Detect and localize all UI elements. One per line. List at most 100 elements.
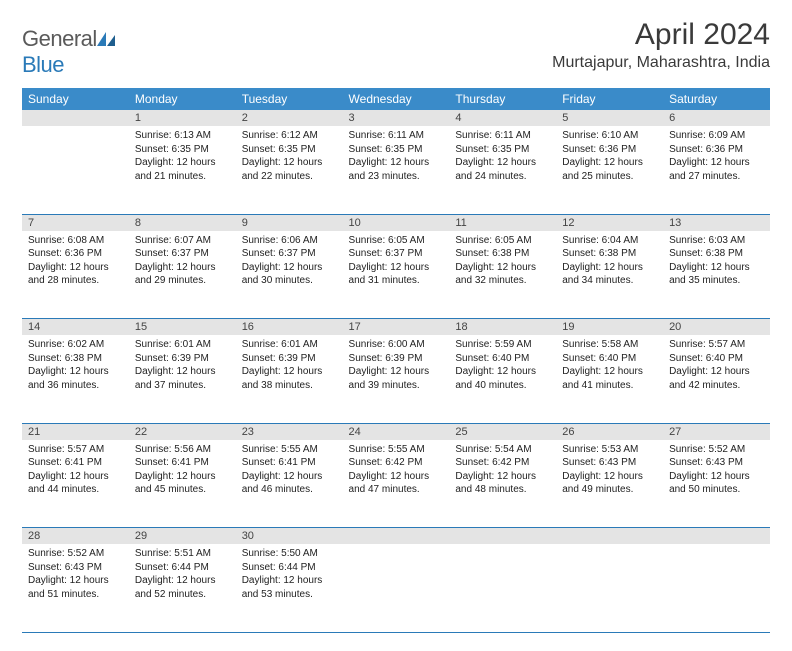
day-number: 3 <box>343 110 450 126</box>
week-row: Sunrise: 5:57 AMSunset: 6:41 PMDaylight:… <box>22 440 770 528</box>
day-cell: Sunrise: 6:01 AMSunset: 6:39 PMDaylight:… <box>236 335 343 423</box>
day-details: Sunrise: 6:10 AMSunset: 6:36 PMDaylight:… <box>556 126 663 189</box>
day-cell: Sunrise: 6:07 AMSunset: 6:37 PMDaylight:… <box>129 231 236 319</box>
day-cell <box>22 126 129 214</box>
day-header: Sunday <box>22 88 129 110</box>
day-cell <box>343 544 450 632</box>
day-cell: Sunrise: 6:06 AMSunset: 6:37 PMDaylight:… <box>236 231 343 319</box>
day-cell: Sunrise: 5:57 AMSunset: 6:40 PMDaylight:… <box>663 335 770 423</box>
day-header: Saturday <box>663 88 770 110</box>
day-cell <box>556 544 663 632</box>
day-number: 28 <box>22 528 129 545</box>
day-number: 1 <box>129 110 236 126</box>
day-number: 25 <box>449 423 556 440</box>
day-cell: Sunrise: 6:04 AMSunset: 6:38 PMDaylight:… <box>556 231 663 319</box>
day-header: Friday <box>556 88 663 110</box>
day-details: Sunrise: 6:09 AMSunset: 6:36 PMDaylight:… <box>663 126 770 189</box>
day-cell <box>449 544 556 632</box>
day-details: Sunrise: 5:50 AMSunset: 6:44 PMDaylight:… <box>236 544 343 607</box>
daynum-row: 78910111213 <box>22 214 770 231</box>
day-cell: Sunrise: 6:12 AMSunset: 6:35 PMDaylight:… <box>236 126 343 214</box>
day-details: Sunrise: 6:08 AMSunset: 6:36 PMDaylight:… <box>22 231 129 294</box>
day-details: Sunrise: 6:12 AMSunset: 6:35 PMDaylight:… <box>236 126 343 189</box>
day-header: Monday <box>129 88 236 110</box>
day-details: Sunrise: 5:52 AMSunset: 6:43 PMDaylight:… <box>663 440 770 503</box>
day-number: 11 <box>449 214 556 231</box>
week-row: Sunrise: 6:13 AMSunset: 6:35 PMDaylight:… <box>22 126 770 214</box>
week-row: Sunrise: 6:08 AMSunset: 6:36 PMDaylight:… <box>22 231 770 319</box>
day-number: 24 <box>343 423 450 440</box>
day-cell <box>663 544 770 632</box>
logo-text: GeneralBlue <box>22 26 115 78</box>
day-number: 6 <box>663 110 770 126</box>
day-details: Sunrise: 5:51 AMSunset: 6:44 PMDaylight:… <box>129 544 236 607</box>
day-cell: Sunrise: 6:01 AMSunset: 6:39 PMDaylight:… <box>129 335 236 423</box>
day-details: Sunrise: 6:02 AMSunset: 6:38 PMDaylight:… <box>22 335 129 398</box>
day-number <box>449 528 556 545</box>
logo-word-blue: Blue <box>22 52 64 77</box>
day-number: 26 <box>556 423 663 440</box>
location: Murtajapur, Maharashtra, India <box>552 54 770 72</box>
day-cell: Sunrise: 5:50 AMSunset: 6:44 PMDaylight:… <box>236 544 343 632</box>
day-number: 13 <box>663 214 770 231</box>
day-number: 20 <box>663 319 770 336</box>
day-number: 23 <box>236 423 343 440</box>
day-cell: Sunrise: 5:51 AMSunset: 6:44 PMDaylight:… <box>129 544 236 632</box>
day-details: Sunrise: 6:00 AMSunset: 6:39 PMDaylight:… <box>343 335 450 398</box>
title-block: April 2024 Murtajapur, Maharashtra, Indi… <box>552 18 770 72</box>
day-details: Sunrise: 6:04 AMSunset: 6:38 PMDaylight:… <box>556 231 663 294</box>
day-details: Sunrise: 5:56 AMSunset: 6:41 PMDaylight:… <box>129 440 236 503</box>
day-details: Sunrise: 5:57 AMSunset: 6:41 PMDaylight:… <box>22 440 129 503</box>
day-details: Sunrise: 6:11 AMSunset: 6:35 PMDaylight:… <box>343 126 450 189</box>
day-number: 21 <box>22 423 129 440</box>
day-details: Sunrise: 5:52 AMSunset: 6:43 PMDaylight:… <box>22 544 129 607</box>
day-number <box>343 528 450 545</box>
day-details: Sunrise: 5:55 AMSunset: 6:42 PMDaylight:… <box>343 440 450 503</box>
day-number: 15 <box>129 319 236 336</box>
day-cell: Sunrise: 5:55 AMSunset: 6:41 PMDaylight:… <box>236 440 343 528</box>
day-number: 5 <box>556 110 663 126</box>
day-header: Wednesday <box>343 88 450 110</box>
logo-sail-icon <box>97 26 115 40</box>
day-details: Sunrise: 5:53 AMSunset: 6:43 PMDaylight:… <box>556 440 663 503</box>
day-details: Sunrise: 5:55 AMSunset: 6:41 PMDaylight:… <box>236 440 343 503</box>
day-cell: Sunrise: 6:08 AMSunset: 6:36 PMDaylight:… <box>22 231 129 319</box>
daynum-row: 123456 <box>22 110 770 126</box>
day-number: 22 <box>129 423 236 440</box>
day-details: Sunrise: 6:11 AMSunset: 6:35 PMDaylight:… <box>449 126 556 189</box>
day-header-row: SundayMondayTuesdayWednesdayThursdayFrid… <box>22 88 770 110</box>
day-details: Sunrise: 5:59 AMSunset: 6:40 PMDaylight:… <box>449 335 556 398</box>
day-number: 19 <box>556 319 663 336</box>
day-number: 2 <box>236 110 343 126</box>
daynum-row: 282930 <box>22 528 770 545</box>
day-cell: Sunrise: 5:59 AMSunset: 6:40 PMDaylight:… <box>449 335 556 423</box>
day-number: 7 <box>22 214 129 231</box>
day-cell: Sunrise: 6:13 AMSunset: 6:35 PMDaylight:… <box>129 126 236 214</box>
day-details: Sunrise: 6:06 AMSunset: 6:37 PMDaylight:… <box>236 231 343 294</box>
header: GeneralBlue April 2024 Murtajapur, Mahar… <box>22 18 770 78</box>
week-row: Sunrise: 6:02 AMSunset: 6:38 PMDaylight:… <box>22 335 770 423</box>
day-number: 18 <box>449 319 556 336</box>
daynum-row: 14151617181920 <box>22 319 770 336</box>
day-cell: Sunrise: 5:52 AMSunset: 6:43 PMDaylight:… <box>663 440 770 528</box>
calendar-table: SundayMondayTuesdayWednesdayThursdayFrid… <box>22 88 770 633</box>
day-cell: Sunrise: 6:02 AMSunset: 6:38 PMDaylight:… <box>22 335 129 423</box>
day-number: 27 <box>663 423 770 440</box>
day-details: Sunrise: 6:03 AMSunset: 6:38 PMDaylight:… <box>663 231 770 294</box>
month-title: April 2024 <box>552 18 770 52</box>
day-cell: Sunrise: 5:57 AMSunset: 6:41 PMDaylight:… <box>22 440 129 528</box>
day-details: Sunrise: 5:54 AMSunset: 6:42 PMDaylight:… <box>449 440 556 503</box>
day-number <box>663 528 770 545</box>
day-cell: Sunrise: 6:05 AMSunset: 6:37 PMDaylight:… <box>343 231 450 319</box>
day-details: Sunrise: 5:57 AMSunset: 6:40 PMDaylight:… <box>663 335 770 398</box>
week-row: Sunrise: 5:52 AMSunset: 6:43 PMDaylight:… <box>22 544 770 632</box>
logo-word-general: General <box>22 26 97 51</box>
day-number: 12 <box>556 214 663 231</box>
day-cell: Sunrise: 6:11 AMSunset: 6:35 PMDaylight:… <box>449 126 556 214</box>
day-cell: Sunrise: 6:10 AMSunset: 6:36 PMDaylight:… <box>556 126 663 214</box>
day-number: 8 <box>129 214 236 231</box>
day-number: 14 <box>22 319 129 336</box>
day-cell: Sunrise: 5:55 AMSunset: 6:42 PMDaylight:… <box>343 440 450 528</box>
day-cell: Sunrise: 6:05 AMSunset: 6:38 PMDaylight:… <box>449 231 556 319</box>
day-cell: Sunrise: 6:03 AMSunset: 6:38 PMDaylight:… <box>663 231 770 319</box>
